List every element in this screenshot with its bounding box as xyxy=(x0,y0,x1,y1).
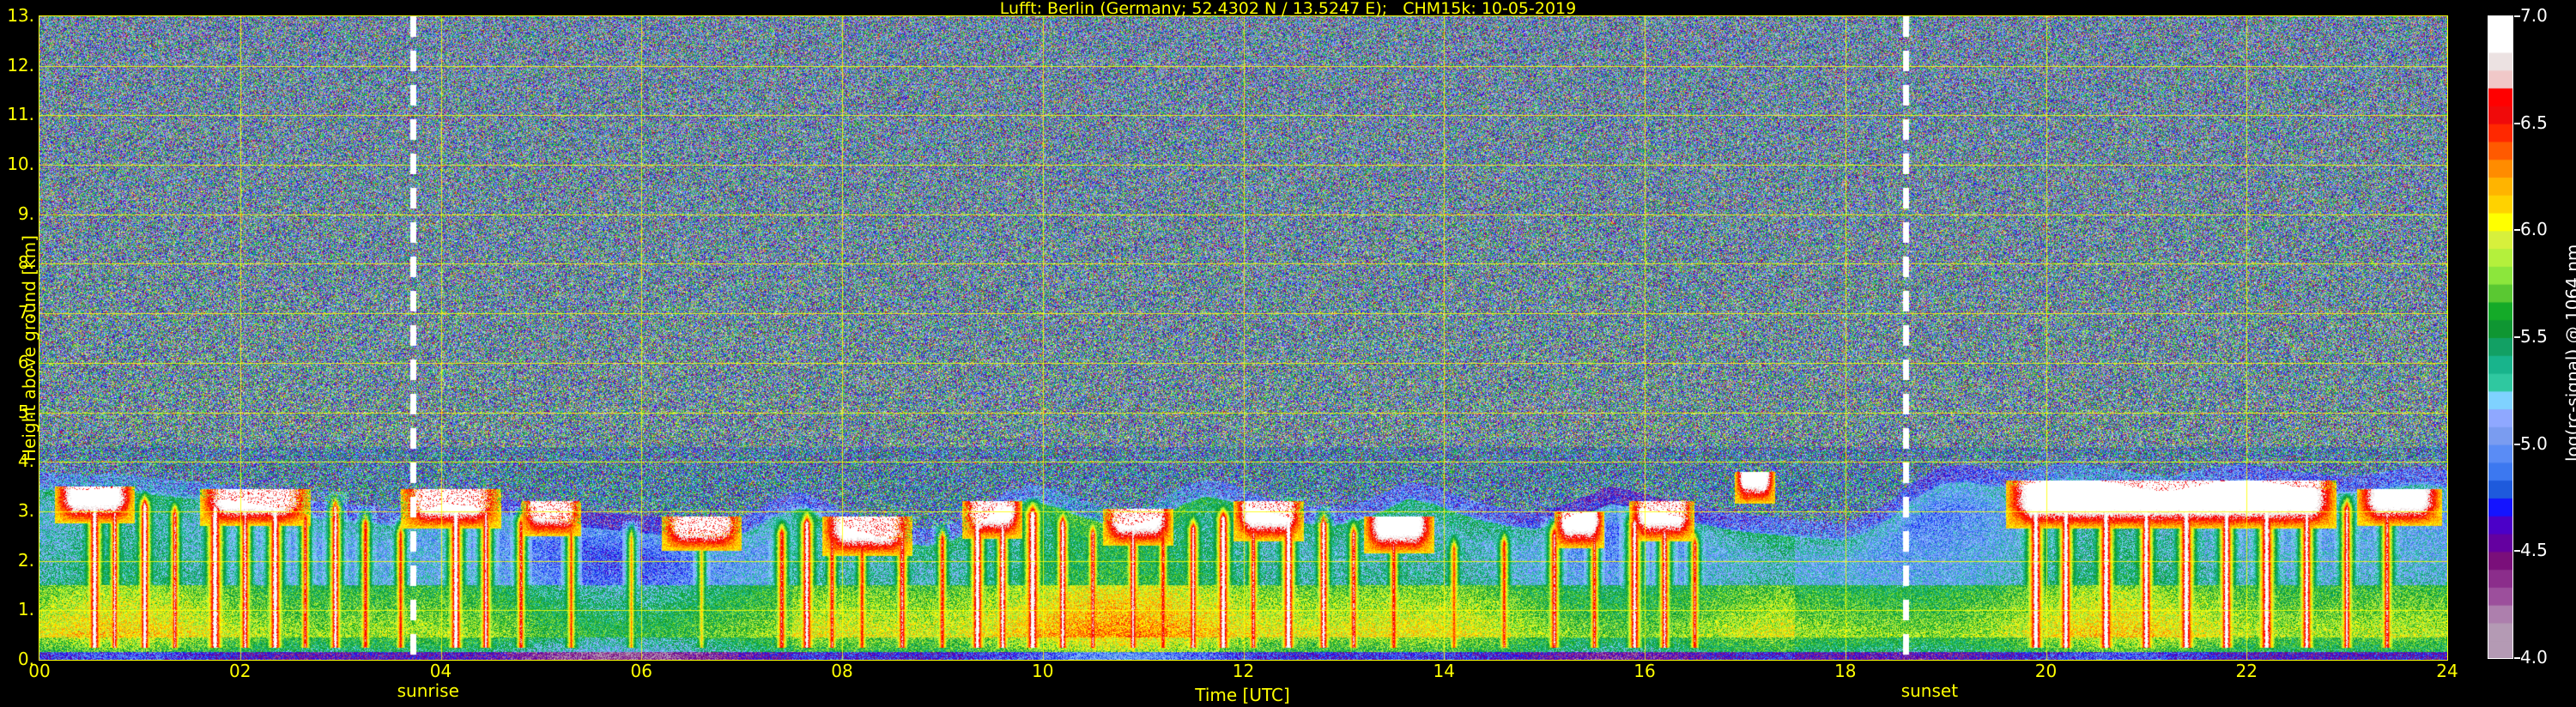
y-axis-tick-label: 4. xyxy=(17,450,34,472)
y-axis-tick-label: 9. xyxy=(17,202,34,224)
colorbar-tick-label: 6.0 xyxy=(2520,219,2548,240)
annotation-label-sunset: sunset xyxy=(1900,680,1959,701)
colorbar-tick-label: 4.0 xyxy=(2520,647,2548,668)
x-axis-tick-label: 12 xyxy=(1232,661,1255,681)
x-axis-tick-label: 06 xyxy=(630,661,652,681)
page-title: Lufft: Berlin (Germany; 52.4302 N / 13.5… xyxy=(999,0,1577,18)
colorbar-tick-mark xyxy=(2514,443,2520,445)
plot-area[interactable] xyxy=(39,15,2448,661)
x-axis-title: Time [UTC] xyxy=(1195,685,1290,705)
x-axis-tick-label: 10 xyxy=(1032,661,1054,681)
colorbar-title: log(rc-signal) @ 1064 nm xyxy=(2562,244,2576,462)
y-axis-tick-label: 7. xyxy=(17,302,34,323)
colorbar-tick-label: 5.5 xyxy=(2520,326,2548,347)
colorbar-tick-mark xyxy=(2514,336,2520,338)
colorbar-tick-label: 6.5 xyxy=(2520,112,2548,133)
y-axis-tick-label: 13. xyxy=(7,5,34,26)
colorbar-tick-mark xyxy=(2514,122,2520,124)
y-axis-tick-label: 6. xyxy=(17,351,34,372)
colorbar-tick-mark xyxy=(2514,657,2520,659)
colorbar-tick-mark xyxy=(2514,550,2520,553)
annotation-label-sunrise: sunrise xyxy=(397,680,459,701)
y-axis-tick-label: 12. xyxy=(7,54,34,76)
x-axis-tick-label: 22 xyxy=(2235,661,2258,681)
y-axis-tick-label: 8. xyxy=(17,252,34,274)
y-axis-tick-label: 10. xyxy=(7,154,34,175)
x-axis-tick-label: 20 xyxy=(2034,661,2058,681)
y-axis-tick-label: 11. xyxy=(7,104,34,125)
x-axis-tick-label: 04 xyxy=(429,661,452,681)
colorbar-tick-label: 4.5 xyxy=(2520,540,2548,561)
colorbar-gradient xyxy=(2488,16,2512,658)
y-axis-tick-label: 1. xyxy=(17,599,34,620)
x-axis-tick-label: 16 xyxy=(1633,661,1656,681)
x-axis-tick-label: 08 xyxy=(831,661,853,681)
x-axis-tick-label: 02 xyxy=(229,661,252,681)
y-axis-tick-label: 5. xyxy=(17,401,34,422)
colorbar-tick-label: 5.0 xyxy=(2520,432,2548,454)
y-axis-tick-label: 2. xyxy=(17,549,34,571)
colorbar-tick-label: 7.0 xyxy=(2520,5,2548,26)
y-axis-tick-label: 0. xyxy=(17,649,34,669)
x-axis-tick-label: 14 xyxy=(1433,661,1455,681)
x-axis-tick-label: 00 xyxy=(28,661,51,681)
backscatter-heatmap[interactable] xyxy=(39,16,2447,660)
colorbar-tick-mark xyxy=(2514,229,2520,232)
x-axis-tick-label: 24 xyxy=(2436,661,2458,681)
colorbar-tick-mark xyxy=(2514,15,2520,17)
colorbar xyxy=(2488,15,2513,659)
y-axis-tick-label: 3. xyxy=(17,499,34,521)
x-axis-tick-label: 18 xyxy=(1834,661,1857,681)
